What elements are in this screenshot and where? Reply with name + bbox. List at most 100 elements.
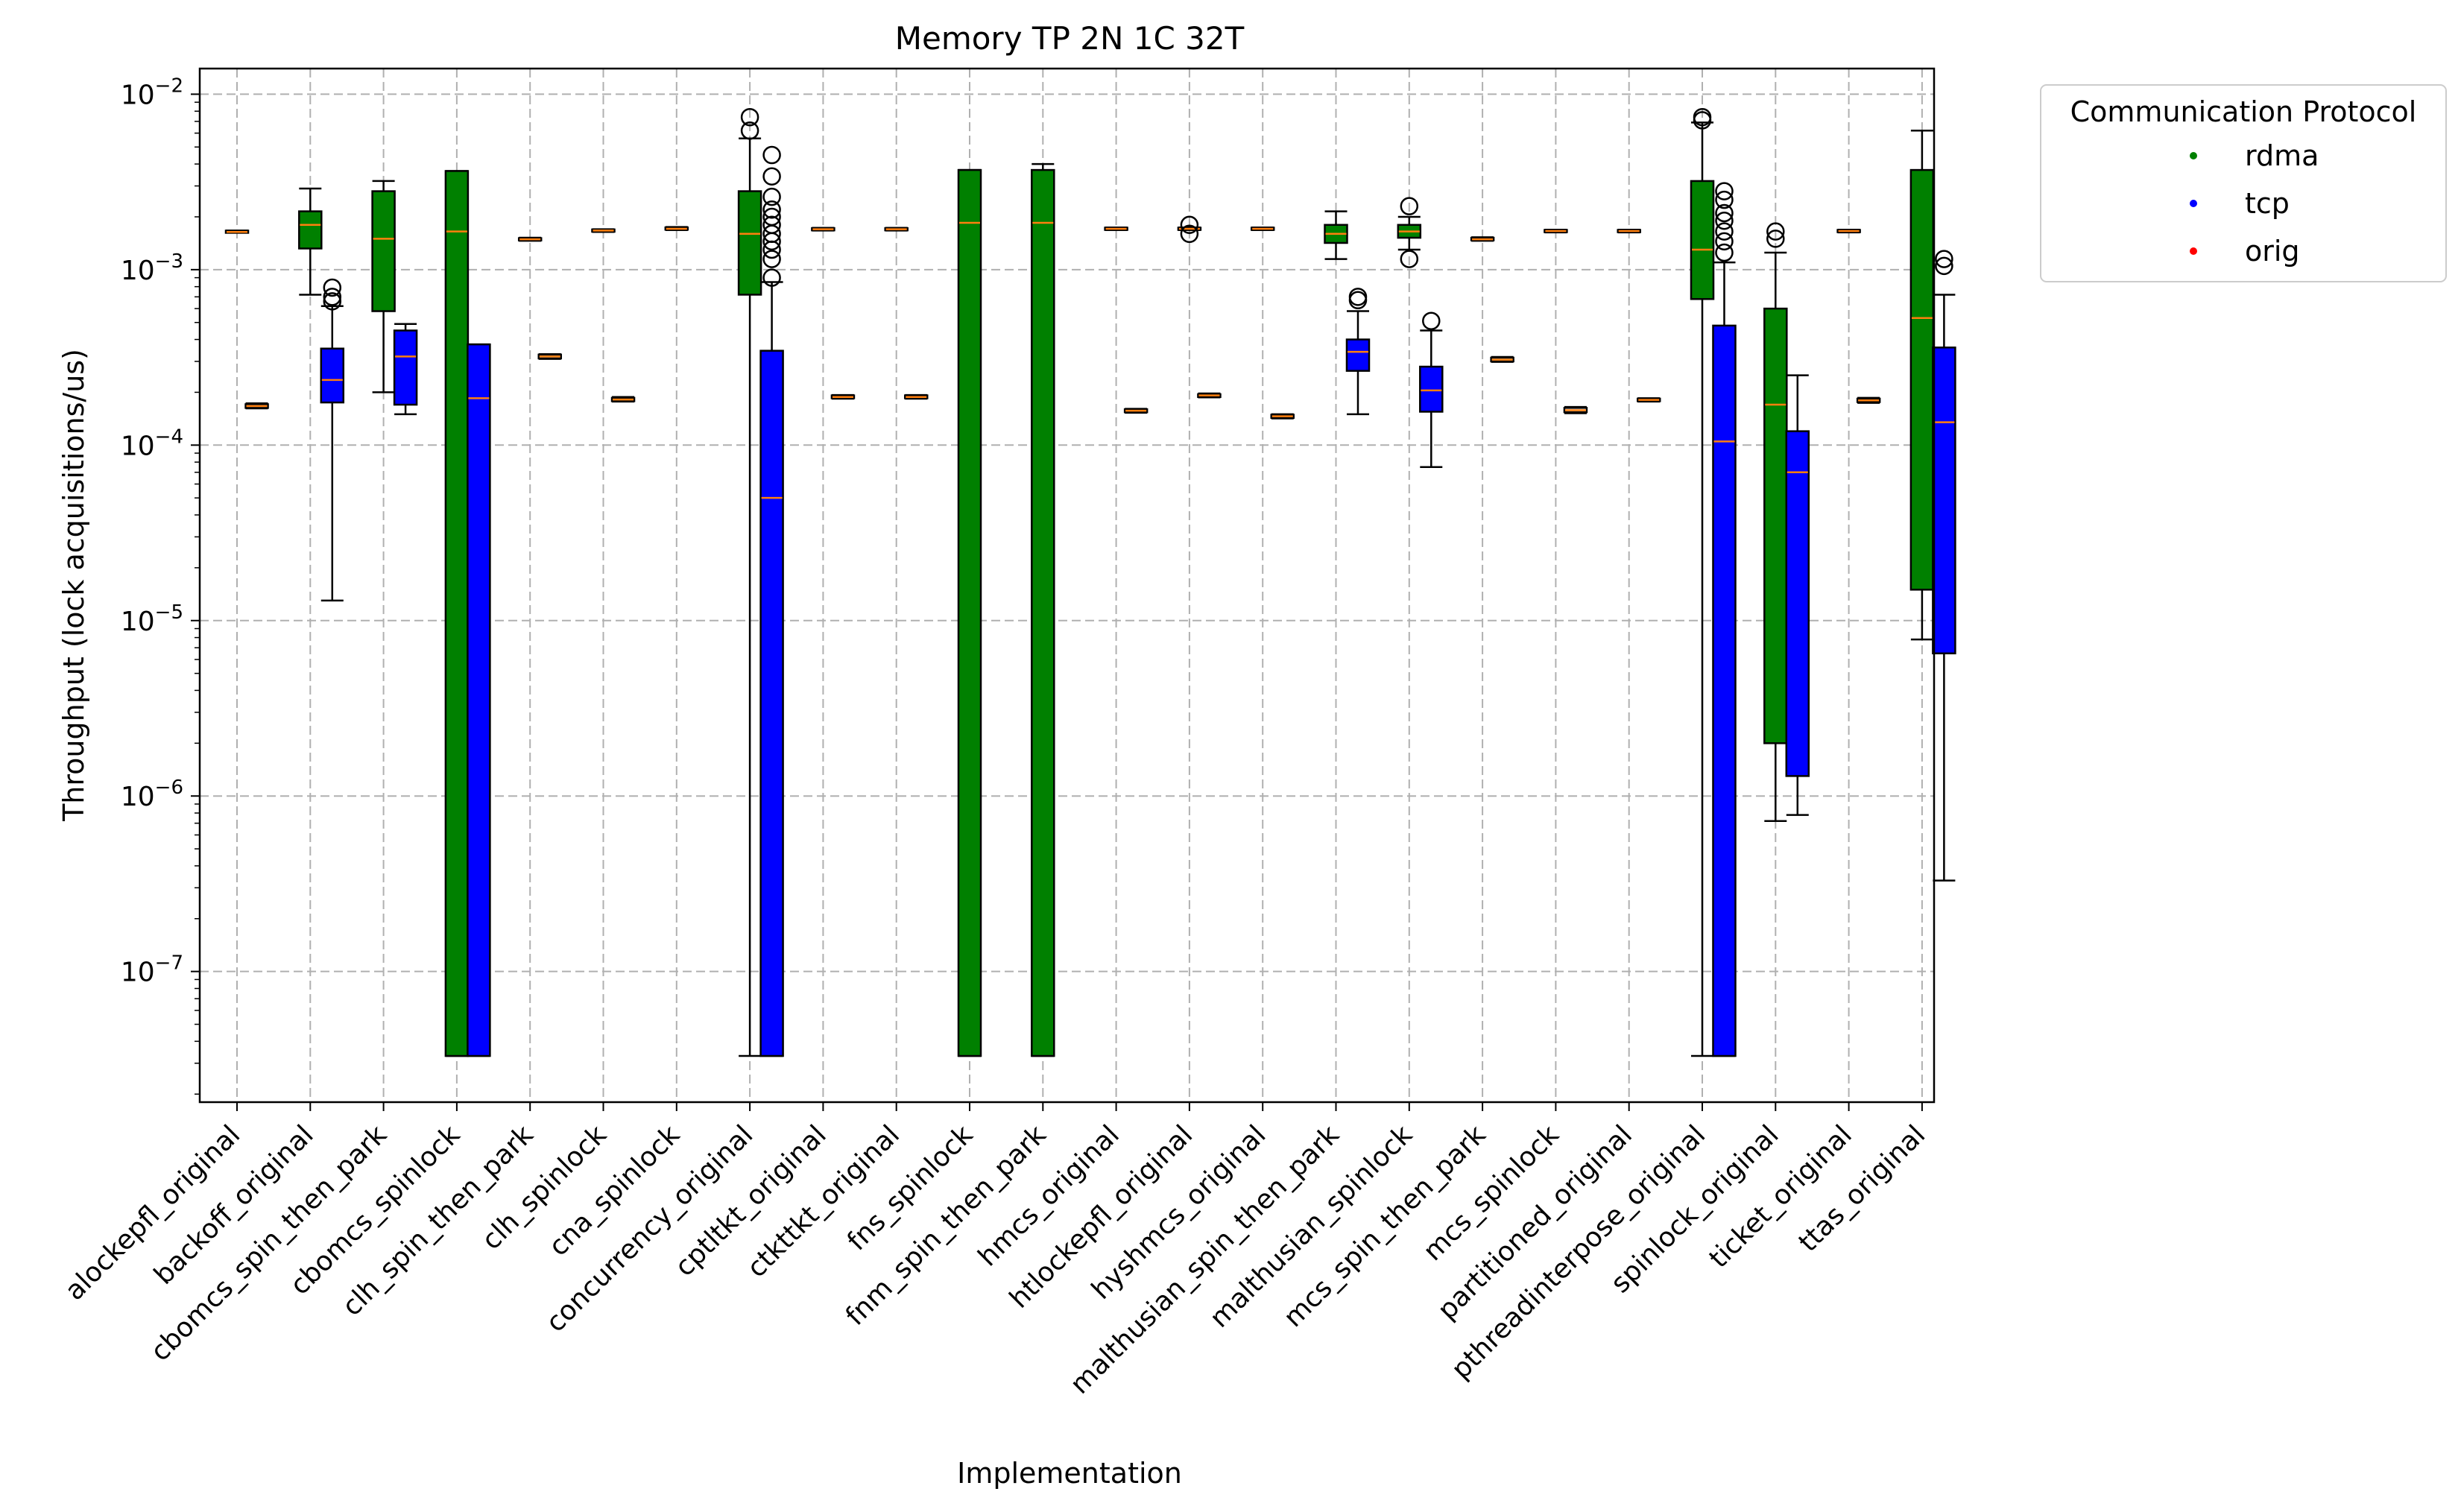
outlier-point	[1422, 311, 1441, 330]
legend-title: Communication Protocol	[2070, 95, 2417, 128]
plot-area-frame	[198, 67, 1936, 1104]
box-body	[1470, 236, 1495, 241]
outlier-point	[762, 207, 781, 227]
outlier-point	[762, 145, 781, 165]
box-body	[1197, 393, 1222, 399]
box-body	[1763, 307, 1788, 744]
outlier-point	[740, 121, 759, 140]
outlier-point	[1766, 230, 1785, 248]
chart-title: Memory TP 2N 1C 32T	[895, 20, 1245, 57]
box-body	[830, 394, 856, 399]
box-body	[1712, 324, 1737, 1057]
box-body	[517, 237, 543, 241]
outlier-point	[762, 187, 781, 206]
box-orig	[1856, 396, 1881, 404]
box-body	[244, 403, 269, 409]
box-body	[610, 396, 636, 402]
x-axis-label: Implementation	[957, 1457, 1182, 1490]
outlier-point	[762, 200, 781, 219]
y-axis-ticks: 10−7 10−6 10−5 10−4 10−3 10−2	[121, 75, 200, 1095]
legend-label-rdma: rdma	[2245, 139, 2319, 172]
box-body	[903, 394, 929, 399]
box-rdma	[737, 107, 762, 1057]
box-body	[1270, 414, 1295, 419]
y-tick-label: 10−5	[121, 601, 183, 637]
outlier-point	[762, 268, 781, 287]
legend-frame	[2040, 84, 2447, 282]
box-body	[1490, 356, 1514, 363]
box-orig	[591, 228, 616, 233]
outlier-point	[1400, 250, 1419, 268]
outlier-point	[1935, 256, 1953, 276]
legend-entries: rdma tcp orig	[2190, 139, 2319, 268]
box-orig	[1617, 228, 1641, 234]
box-body	[1563, 407, 1588, 414]
box-orig	[517, 236, 543, 242]
box-body	[1104, 227, 1128, 231]
box-orig	[1270, 413, 1295, 420]
box-body	[1636, 397, 1661, 402]
outlier-point	[1348, 288, 1368, 306]
outlier-point	[1715, 222, 1734, 241]
outlier-point	[1693, 107, 1712, 127]
outlier-point	[1715, 211, 1734, 230]
box-orig	[1636, 397, 1661, 403]
box-rdma	[1690, 107, 1715, 1057]
box-rdma	[957, 168, 982, 1057]
legend-marker-rdma	[2190, 152, 2197, 159]
box-orig	[1470, 236, 1495, 242]
box-body	[1177, 227, 1202, 231]
box-orig	[830, 393, 856, 400]
box-orig	[903, 393, 929, 400]
box-orig	[811, 227, 835, 232]
box-orig	[1490, 355, 1514, 363]
box-body	[811, 227, 835, 232]
box-body	[1250, 227, 1275, 231]
box-orig	[1563, 405, 1588, 414]
box-tcp	[393, 323, 418, 416]
box-body	[320, 347, 345, 404]
box-body	[393, 329, 418, 406]
outlier-point	[740, 107, 759, 127]
box-orig	[244, 402, 269, 410]
box-body	[1031, 168, 1055, 1057]
box-orig	[884, 227, 909, 232]
box-rdma	[298, 187, 323, 296]
outlier-point	[762, 250, 781, 268]
legend-marker-orig	[2190, 247, 2197, 255]
box-orig	[1197, 392, 1222, 399]
box-body	[537, 353, 562, 360]
box-body	[1836, 229, 1861, 233]
box-body	[371, 190, 396, 312]
box-tcp	[1785, 374, 1810, 816]
y-tick-label: 10−6	[121, 776, 183, 812]
legend-marker-tcp	[2190, 200, 2197, 207]
box-orig	[1250, 226, 1275, 232]
box-series-layer	[224, 107, 1956, 1057]
box-rdma	[1763, 222, 1788, 823]
y-tick-label: 10−2	[121, 75, 183, 110]
box-body	[298, 210, 323, 250]
box-rdma	[1031, 162, 1055, 1057]
box-orig	[1123, 408, 1149, 414]
y-tick-label: 10−3	[121, 250, 183, 286]
y-tick-label: 10−7	[121, 952, 183, 988]
box-body	[467, 343, 491, 1057]
outlier-point	[323, 278, 342, 297]
box-body	[1909, 168, 1935, 591]
box-orig	[610, 396, 636, 403]
y-axis-label: Throughput (lock acquisitions/us)	[57, 349, 90, 822]
box-body	[1617, 229, 1641, 233]
box-body	[1345, 338, 1371, 372]
box-rdma	[444, 170, 470, 1057]
box-tcp	[1712, 182, 1737, 1057]
box-rdma	[371, 180, 396, 393]
y-tick-label: 10−4	[121, 426, 183, 461]
legend: Communication Protocol rdma tcp orig	[2040, 84, 2447, 282]
box-orig	[1544, 228, 1568, 234]
box-tcp	[1932, 250, 1956, 882]
box-body	[1932, 347, 1956, 655]
box-orig	[537, 352, 562, 360]
outlier-point	[1715, 243, 1734, 262]
